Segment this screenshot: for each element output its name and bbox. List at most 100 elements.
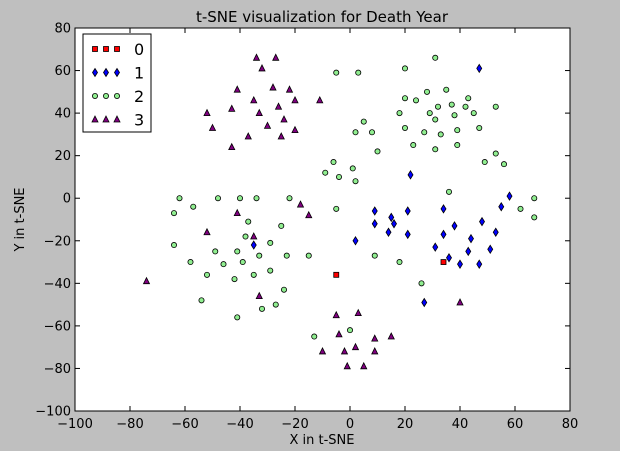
data-point [360,361,368,370]
y-axis-label: Y in t-SNE [13,187,28,252]
y-tick-label: −80 [44,362,71,377]
data-point [340,347,349,355]
data-point [432,116,439,123]
plot-frame [74,27,571,412]
data-point [506,191,513,201]
data-point [187,259,194,266]
data-point [368,129,375,136]
data-point [233,208,241,217]
data-point [208,123,217,131]
data-point [258,305,265,312]
data-point [440,259,447,265]
data-point [396,110,403,117]
data-point [456,298,464,306]
data-point [318,347,327,355]
data-point [371,334,379,342]
data-point [492,227,499,238]
data-point [492,103,499,110]
data-point [462,103,469,110]
data-point [492,150,499,157]
data-point [277,132,285,140]
data-point [280,286,287,293]
data-point [333,69,340,76]
data-point [468,233,474,244]
chart-title: t-SNE visualization for Death Year [196,8,449,26]
y-tick-label: 40 [54,107,71,122]
data-point [476,63,483,74]
data-point [228,142,236,151]
legend-marker [91,115,99,123]
data-point [335,330,343,338]
data-point [385,227,392,238]
x-axis-label: X in t-SNE [290,433,355,448]
data-point [280,115,288,123]
data-point [142,276,151,285]
x-tick-label: 80 [562,417,579,432]
data-point [352,178,359,185]
data-point [531,214,538,221]
data-point [214,195,221,202]
data-point [220,261,227,268]
legend-marker [103,46,109,52]
data-point [291,125,299,134]
y-tick-label: 60 [54,64,71,79]
legend-marker [102,115,110,123]
legend-marker [92,93,99,100]
data-point [253,195,260,202]
data-point [454,142,461,149]
series-3 [142,53,464,370]
legend: 0 1 2 3 [82,33,152,133]
data-point [401,125,408,132]
data-point [465,95,472,102]
legend-marker [114,93,121,100]
data-point [245,218,252,225]
data-point [333,205,340,212]
data-points [142,53,538,370]
data-point [233,85,241,93]
data-point [465,246,472,257]
data-point [296,200,305,208]
data-point [203,271,210,278]
legend-marker [103,67,109,78]
data-point [434,103,441,110]
data-point [423,88,430,95]
legend-marker [114,46,120,52]
data-point [203,227,211,236]
data-point [371,206,378,216]
data-point [198,297,205,304]
y-tick-label: 80 [54,22,71,37]
data-point [487,244,494,255]
data-point [470,110,477,117]
data-point [176,195,183,202]
data-point [250,232,258,240]
data-point [448,101,455,108]
data-point [432,146,439,153]
data-point [255,108,263,117]
legend-marker [92,46,98,52]
data-point [351,342,360,351]
data-point [343,361,351,370]
data-point [212,248,219,255]
data-point [432,54,439,61]
data-point [443,86,450,93]
data-point [412,97,419,104]
data-point [374,148,381,155]
data-point [440,204,447,214]
data-point [451,221,458,231]
legend-marker [113,115,121,123]
data-point [274,102,283,110]
data-point [407,170,414,180]
series-1 [250,63,513,308]
data-point [479,216,485,227]
data-point [426,110,433,117]
data-point [252,53,261,61]
data-point [242,233,249,240]
data-point [305,252,312,259]
data-point [278,222,285,229]
data-point [269,83,277,91]
data-point [404,206,411,216]
data-point [335,173,342,180]
y-tick-label: 20 [54,149,71,164]
data-point [330,159,337,166]
